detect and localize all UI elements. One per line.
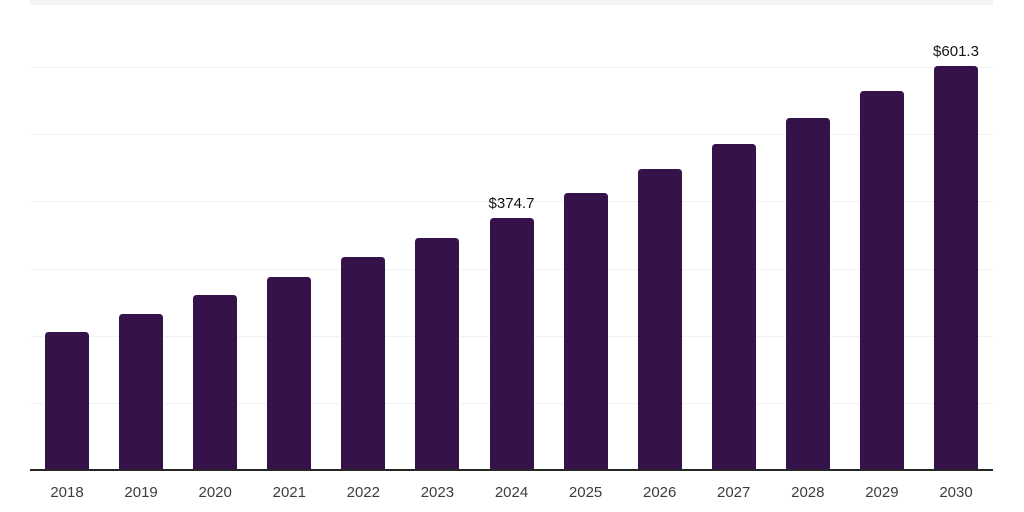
bar-2020	[193, 295, 238, 470]
bar-2022	[341, 257, 386, 470]
x-tick-2027: 2027	[717, 484, 751, 501]
x-tick-2029: 2029	[865, 484, 899, 501]
x-tick-2028: 2028	[791, 484, 825, 501]
top-gridline	[30, 0, 993, 5]
x-tick-2023: 2023	[420, 484, 455, 501]
bar-2029	[859, 90, 904, 470]
value-label-2024: $374.7	[488, 195, 535, 213]
x-axis-line	[30, 469, 993, 471]
bar-2019	[119, 314, 164, 470]
bar-2018	[45, 332, 89, 470]
x-tick-2026: 2026	[643, 484, 677, 501]
x-tick-2030: 2030	[939, 484, 973, 501]
x-tick-2019: 2019	[124, 484, 158, 501]
bar-2027	[711, 144, 756, 470]
x-tick-2022: 2022	[346, 484, 380, 501]
x-tick-2024: 2024	[494, 484, 529, 501]
value-label-2030: $601.3	[933, 43, 979, 61]
x-tick-2018: 2018	[50, 484, 84, 501]
x-tick-2021: 2021	[272, 484, 306, 501]
bar-2030	[934, 66, 978, 470]
bar-2026	[637, 169, 682, 470]
bar-2025	[563, 193, 608, 470]
bar-2028	[785, 117, 830, 470]
x-tick-2025: 2025	[568, 484, 603, 501]
gridline-400	[30, 201, 993, 203]
gridline-500	[30, 134, 993, 136]
bar-2021	[267, 276, 312, 470]
gridline-600	[30, 67, 993, 69]
bar-2024	[489, 218, 534, 470]
x-tick-2020: 2020	[198, 484, 232, 501]
bar-2023	[415, 237, 460, 470]
